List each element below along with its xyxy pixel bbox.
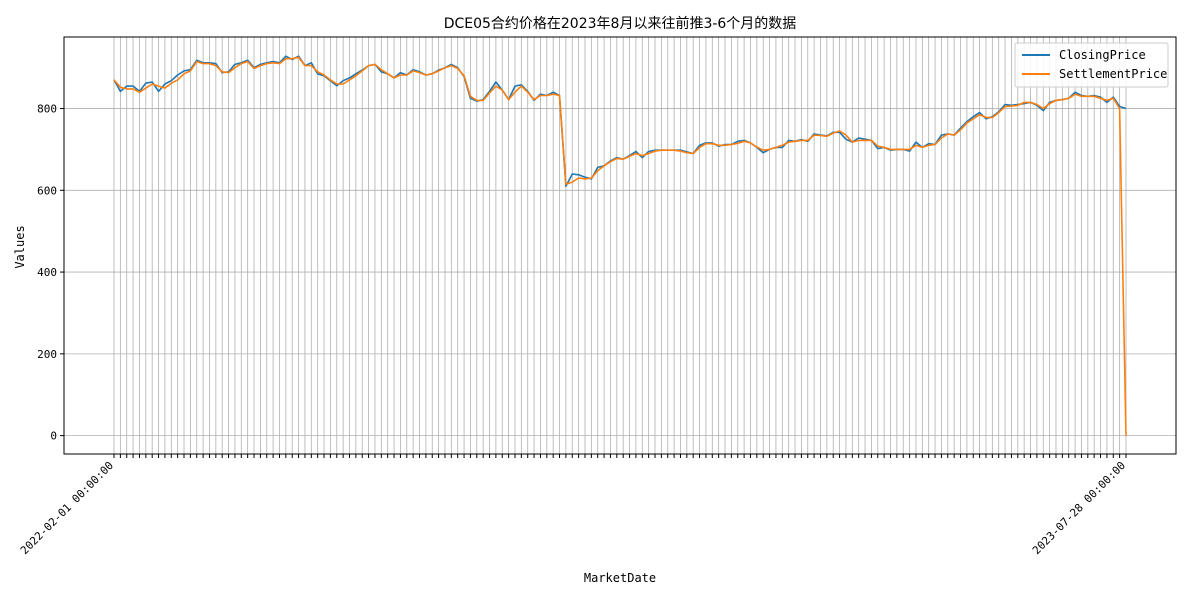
x-tick-label: 2023-07-28 00:00:00 xyxy=(1030,459,1128,557)
x-tick-label: 2022-02-01 00:00:00 xyxy=(18,459,116,557)
x-axis: 2022-02-01 00:00:00 2023-07-28 00:00:00 xyxy=(18,454,1128,557)
x-axis-label: MarketDate xyxy=(584,571,656,585)
chart-title: DCE05合约价格在2023年8月以来往前推3-6个月的数据 xyxy=(444,15,797,32)
y-tick-label: 0 xyxy=(50,430,57,443)
series-line-settlement-price xyxy=(113,56,1127,436)
legend: ClosingPrice SettlementPrice xyxy=(1014,42,1169,88)
y-tick-label: 800 xyxy=(37,103,57,116)
series-line-closing-price xyxy=(113,55,1127,187)
legend-box xyxy=(1014,42,1169,88)
y-tick-label: 200 xyxy=(37,348,57,361)
legend-label-closing-price: ClosingPrice xyxy=(1059,48,1146,62)
legend-label-settlement-price: SettlementPrice xyxy=(1059,67,1167,81)
y-axis-label: Values xyxy=(13,225,27,268)
y-tick-label: 600 xyxy=(37,184,57,197)
y-tick-label: 400 xyxy=(37,266,57,279)
y-axis: 0 200 400 600 800 xyxy=(37,103,64,443)
plot-frame xyxy=(63,36,1177,455)
grid xyxy=(64,37,1176,454)
series-lines xyxy=(113,55,1127,436)
